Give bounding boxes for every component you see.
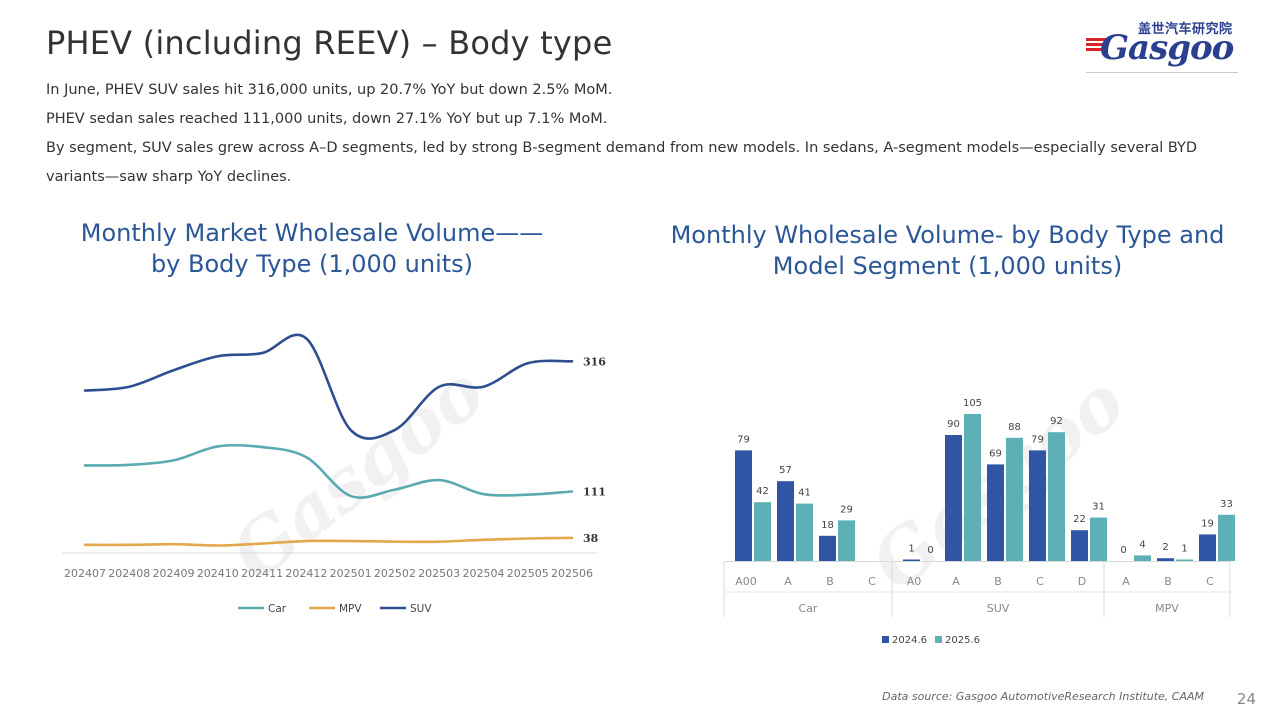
line-end-label-mpv: 38 — [583, 532, 599, 545]
line-x-tick-label: 202412 — [285, 567, 327, 580]
logo-en-text: Gasgoo — [1100, 28, 1234, 68]
line-end-label-suv: 316 — [583, 355, 606, 368]
bar-x-tick-label: C — [868, 575, 876, 588]
bar-2024-6 — [735, 450, 752, 561]
line-x-tick-label: 202410 — [197, 567, 239, 580]
line-x-tick-label: 202409 — [153, 567, 195, 580]
bar-group-label-mpv: MPV — [1155, 602, 1179, 615]
bar-2025-6 — [1048, 432, 1065, 561]
bar-2025-6 — [838, 520, 855, 561]
bar-data-label: 57 — [779, 465, 792, 476]
line-x-tick-label: 202411 — [241, 567, 283, 580]
bar-data-label: 1 — [1181, 544, 1187, 555]
legend-swatch-2025-6 — [935, 636, 942, 643]
bar-data-label: 42 — [756, 486, 769, 497]
bar-x-tick-label: A — [784, 575, 792, 588]
bar-x-tick-label: A — [952, 575, 960, 588]
data-source: Data source: Gasgoo AutomotiveResearch I… — [882, 690, 1204, 703]
bar-data-label: 105 — [963, 398, 982, 409]
bar-x-tick-label: C — [1206, 575, 1214, 588]
bar-2024-6 — [1071, 530, 1088, 561]
bar-x-tick-label: D — [1078, 575, 1086, 588]
description-line-2: PHEV sedan sales reached 111,000 units, … — [46, 111, 608, 127]
line-x-tick-label: 202501 — [330, 567, 372, 580]
bar-data-label: 2 — [1162, 542, 1168, 553]
bar-2025-6 — [1176, 559, 1193, 561]
bar-2024-6 — [945, 435, 962, 561]
legend-label-2024-6: 2024.6 — [892, 635, 927, 646]
bar-x-tick-label: C — [1036, 575, 1044, 588]
line-series-car — [83, 443, 574, 499]
bar-group-label-car: Car — [799, 602, 818, 615]
bar-data-label: 79 — [1031, 434, 1044, 445]
bar-2024-6 — [819, 535, 836, 561]
bar-data-label: 19 — [1201, 518, 1214, 529]
line-end-label-car: 111 — [583, 486, 606, 499]
line-x-tick-label: 202506 — [551, 567, 593, 580]
bar-2024-6 — [777, 481, 794, 561]
line-x-tick-label: 202408 — [108, 567, 150, 580]
line-x-tick-label: 202503 — [418, 567, 460, 580]
bar-data-label: 33 — [1220, 499, 1233, 510]
bar-x-tick-label: A — [1122, 575, 1130, 588]
bar-data-label: 92 — [1050, 416, 1063, 427]
bar-x-tick-label: A0 — [907, 575, 922, 588]
logo-stripes-icon — [1086, 38, 1108, 56]
gasgoo-logo: 盖世汽车研究院 Gasgoo — [1086, 16, 1238, 78]
bar-data-label: 18 — [821, 520, 834, 531]
bar-chart-title: Monthly Wholesale Volume- by Body Type a… — [670, 221, 1225, 280]
bar-2025-6 — [1006, 437, 1023, 561]
bar-data-label: 31 — [1092, 502, 1105, 513]
line-chart-title: Monthly Market Wholesale Volume—— by Body… — [80, 219, 544, 278]
bar-x-tick-label: B — [826, 575, 834, 588]
bar-2024-6 — [1029, 450, 1046, 561]
legend-label-suv: SUV — [410, 603, 432, 615]
bar-data-label: 69 — [989, 448, 1002, 459]
bar-2025-6 — [1134, 555, 1151, 561]
bar-data-label: 22 — [1073, 514, 1086, 525]
bar-data-label: 41 — [798, 488, 811, 499]
page-title: PHEV (including REEV) – Body type — [46, 24, 613, 62]
bar-2025-6 — [964, 414, 981, 561]
bar-data-label: 0 — [927, 545, 933, 556]
bar-2024-6 — [903, 559, 920, 561]
bar-data-label: 1 — [908, 544, 914, 555]
legend-label-car: Car — [268, 603, 287, 615]
line-x-tick-label: 202502 — [374, 567, 416, 580]
bar-2024-6 — [1157, 558, 1174, 561]
description-line-1: In June, PHEV SUV sales hit 316,000 unit… — [46, 82, 613, 98]
bar-2024-6 — [987, 464, 1004, 561]
bar-data-label: 79 — [737, 434, 750, 445]
legend-swatch-2024-6 — [882, 636, 889, 643]
legend-label-mpv: MPV — [339, 603, 362, 615]
description: In June, PHEV SUV sales hit 316,000 unit… — [46, 76, 1236, 192]
description-line-3: By segment, SUV sales grew across A–D se… — [46, 140, 1198, 185]
bar-x-tick-label: A00 — [735, 575, 757, 588]
bar-data-label: 88 — [1008, 422, 1021, 433]
line-series-suv — [83, 333, 574, 440]
bar-x-tick-label: B — [1164, 575, 1172, 588]
bar-x-tick-label: B — [994, 575, 1002, 588]
line-series-mpv — [83, 536, 574, 547]
bar-group-label-suv: SUV — [987, 602, 1010, 615]
legend-label-2025-6: 2025.6 — [945, 635, 980, 646]
bar-2025-6 — [1218, 514, 1235, 561]
bar-data-label: 4 — [1139, 539, 1145, 550]
line-x-tick-label: 202505 — [507, 567, 549, 580]
line-x-tick-label: 202407 — [64, 567, 106, 580]
bar-2025-6 — [754, 502, 771, 561]
logo-divider — [1086, 72, 1238, 73]
bar-2024-6 — [1199, 534, 1216, 561]
bar-2025-6 — [796, 503, 813, 561]
bar-data-label: 90 — [947, 419, 960, 430]
bar-2025-6 — [1090, 517, 1107, 561]
bar-data-label: 29 — [840, 504, 853, 515]
line-x-tick-label: 202504 — [462, 567, 504, 580]
page-number: 24 — [1236, 690, 1256, 708]
bar-data-label: 0 — [1120, 545, 1126, 556]
logo-cn-text: 盖世汽车研究院 — [1138, 22, 1233, 37]
